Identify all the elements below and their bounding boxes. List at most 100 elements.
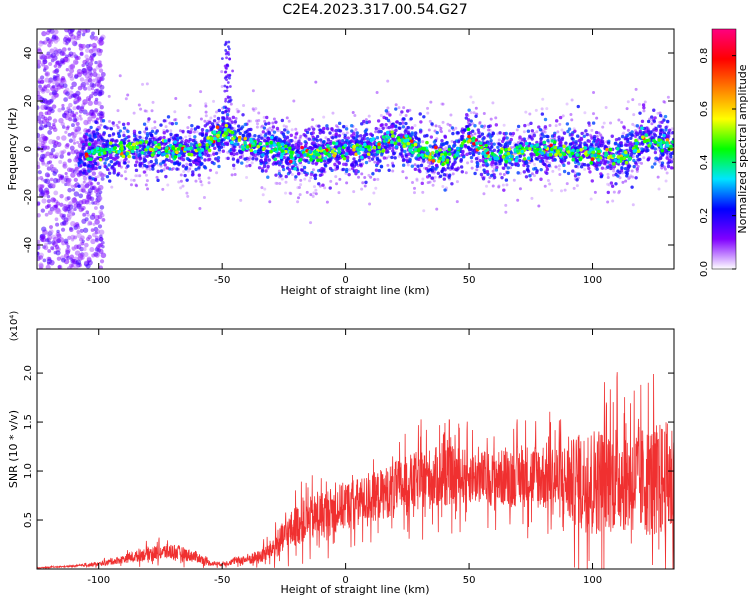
spectrogram-point	[516, 198, 520, 202]
spectrogram-point	[94, 219, 100, 225]
spectrogram-point	[122, 141, 127, 146]
spectrogram-point	[603, 144, 607, 149]
spectrogram-point	[78, 188, 82, 192]
spectrogram-point	[82, 247, 87, 252]
spectrogram-point	[177, 153, 181, 158]
spectrogram-point	[592, 91, 596, 95]
spectrogram-point	[494, 123, 499, 127]
spectrogram-point	[48, 125, 53, 131]
spectrogram-point	[82, 134, 87, 139]
spectrogram-point	[653, 147, 657, 151]
spectrogram-point	[169, 129, 173, 133]
spectrogram-point	[155, 129, 159, 133]
spectrogram-point	[150, 129, 155, 134]
spectrogram-point	[374, 153, 378, 157]
spectrogram-point	[257, 111, 261, 115]
spectrogram-point	[422, 115, 426, 119]
spectrogram-point	[318, 131, 323, 135]
spectrogram-point	[165, 129, 169, 133]
spectrogram-point	[213, 114, 217, 118]
spectrogram-point	[241, 133, 246, 138]
spectrogram-point	[175, 167, 179, 171]
spectrogram-point	[374, 186, 378, 190]
spectrogram-point	[53, 46, 57, 51]
spectrogram-point	[352, 190, 356, 194]
spectrogram-point	[229, 102, 233, 106]
spectrogram-point	[379, 114, 383, 118]
spectrogram-point	[337, 134, 342, 138]
spectrogram-point	[522, 170, 527, 174]
spectrogram-point	[570, 136, 574, 141]
spectrogram-point	[341, 139, 345, 143]
spectrogram-point	[630, 133, 635, 138]
spectrogram-point	[97, 141, 101, 145]
spectrogram-point	[357, 158, 362, 163]
spectrogram-point	[56, 73, 60, 78]
spectrogram-point	[497, 138, 501, 142]
spectrogram-point	[265, 115, 269, 120]
spectrogram-point	[191, 170, 195, 174]
spectrogram-point	[74, 163, 78, 167]
spectrogram-point	[107, 163, 112, 167]
spectrogram-point	[91, 201, 95, 205]
spectrogram-point	[134, 156, 139, 160]
spectrogram-point	[50, 246, 55, 250]
spectrogram-point	[387, 155, 391, 159]
spectrogram-point	[487, 132, 491, 136]
spectrogram-point	[100, 137, 104, 141]
spectrogram-point	[504, 131, 508, 136]
spectrogram-point	[52, 236, 59, 242]
spectrogram-point	[466, 161, 470, 165]
spectrogram-point	[91, 119, 95, 123]
spectrogram-point	[429, 135, 434, 139]
spectrogram-point	[184, 167, 188, 171]
spectrogram-point	[600, 139, 605, 143]
spectrogram-point	[143, 163, 147, 168]
spectrogram-point	[67, 158, 72, 163]
spectrogram-point	[66, 255, 71, 260]
spectrogram-point	[483, 124, 487, 128]
spectrogram-point	[406, 163, 410, 167]
spectrogram-point	[467, 108, 471, 112]
spectrogram-point	[512, 178, 516, 182]
spectrogram-point	[472, 111, 476, 115]
spectrogram-point	[98, 229, 105, 235]
spectrogram-point	[77, 95, 82, 101]
spectrogram-point	[190, 123, 194, 128]
spectrogram-point	[40, 149, 44, 153]
spectrogram-point	[425, 175, 430, 179]
spectrogram-point	[53, 29, 59, 35]
spectrogram-point	[518, 135, 522, 139]
spectrogram-point	[89, 125, 93, 130]
spectrogram-point	[186, 126, 190, 130]
spectrogram-point	[443, 188, 447, 192]
spectrogram-point	[45, 151, 51, 157]
spectrogram-point	[67, 215, 72, 220]
spectrogram-point	[506, 166, 510, 170]
spectrogram-point	[278, 182, 282, 186]
spectrogram-point	[625, 137, 629, 141]
spectrogram-point	[294, 145, 299, 150]
spectrogram-point	[75, 183, 79, 187]
spectrogram-point	[375, 91, 379, 95]
spectrogram-point	[640, 161, 644, 165]
spectrogram-point	[93, 206, 98, 210]
spectrogram-point	[360, 172, 364, 176]
spectrogram-point	[417, 140, 421, 144]
spectrogram-point	[321, 183, 325, 187]
spectrogram-point	[609, 181, 614, 185]
spectrogram-point	[40, 133, 45, 139]
spectrogram-point	[391, 124, 395, 128]
spectrogram-point	[174, 97, 178, 101]
spectrogram-point	[416, 164, 420, 168]
spectrogram-point	[43, 124, 48, 129]
spectrogram-point	[37, 170, 42, 175]
spectrogram-point	[82, 174, 86, 178]
spectrogram-point	[170, 160, 174, 164]
spectrogram-point	[429, 100, 433, 104]
spectrogram-point	[97, 195, 103, 202]
spectrogram-point	[623, 166, 628, 171]
spectrogram-point	[361, 181, 365, 185]
spectrogram-point	[334, 135, 338, 139]
spectrogram-point	[204, 110, 208, 114]
